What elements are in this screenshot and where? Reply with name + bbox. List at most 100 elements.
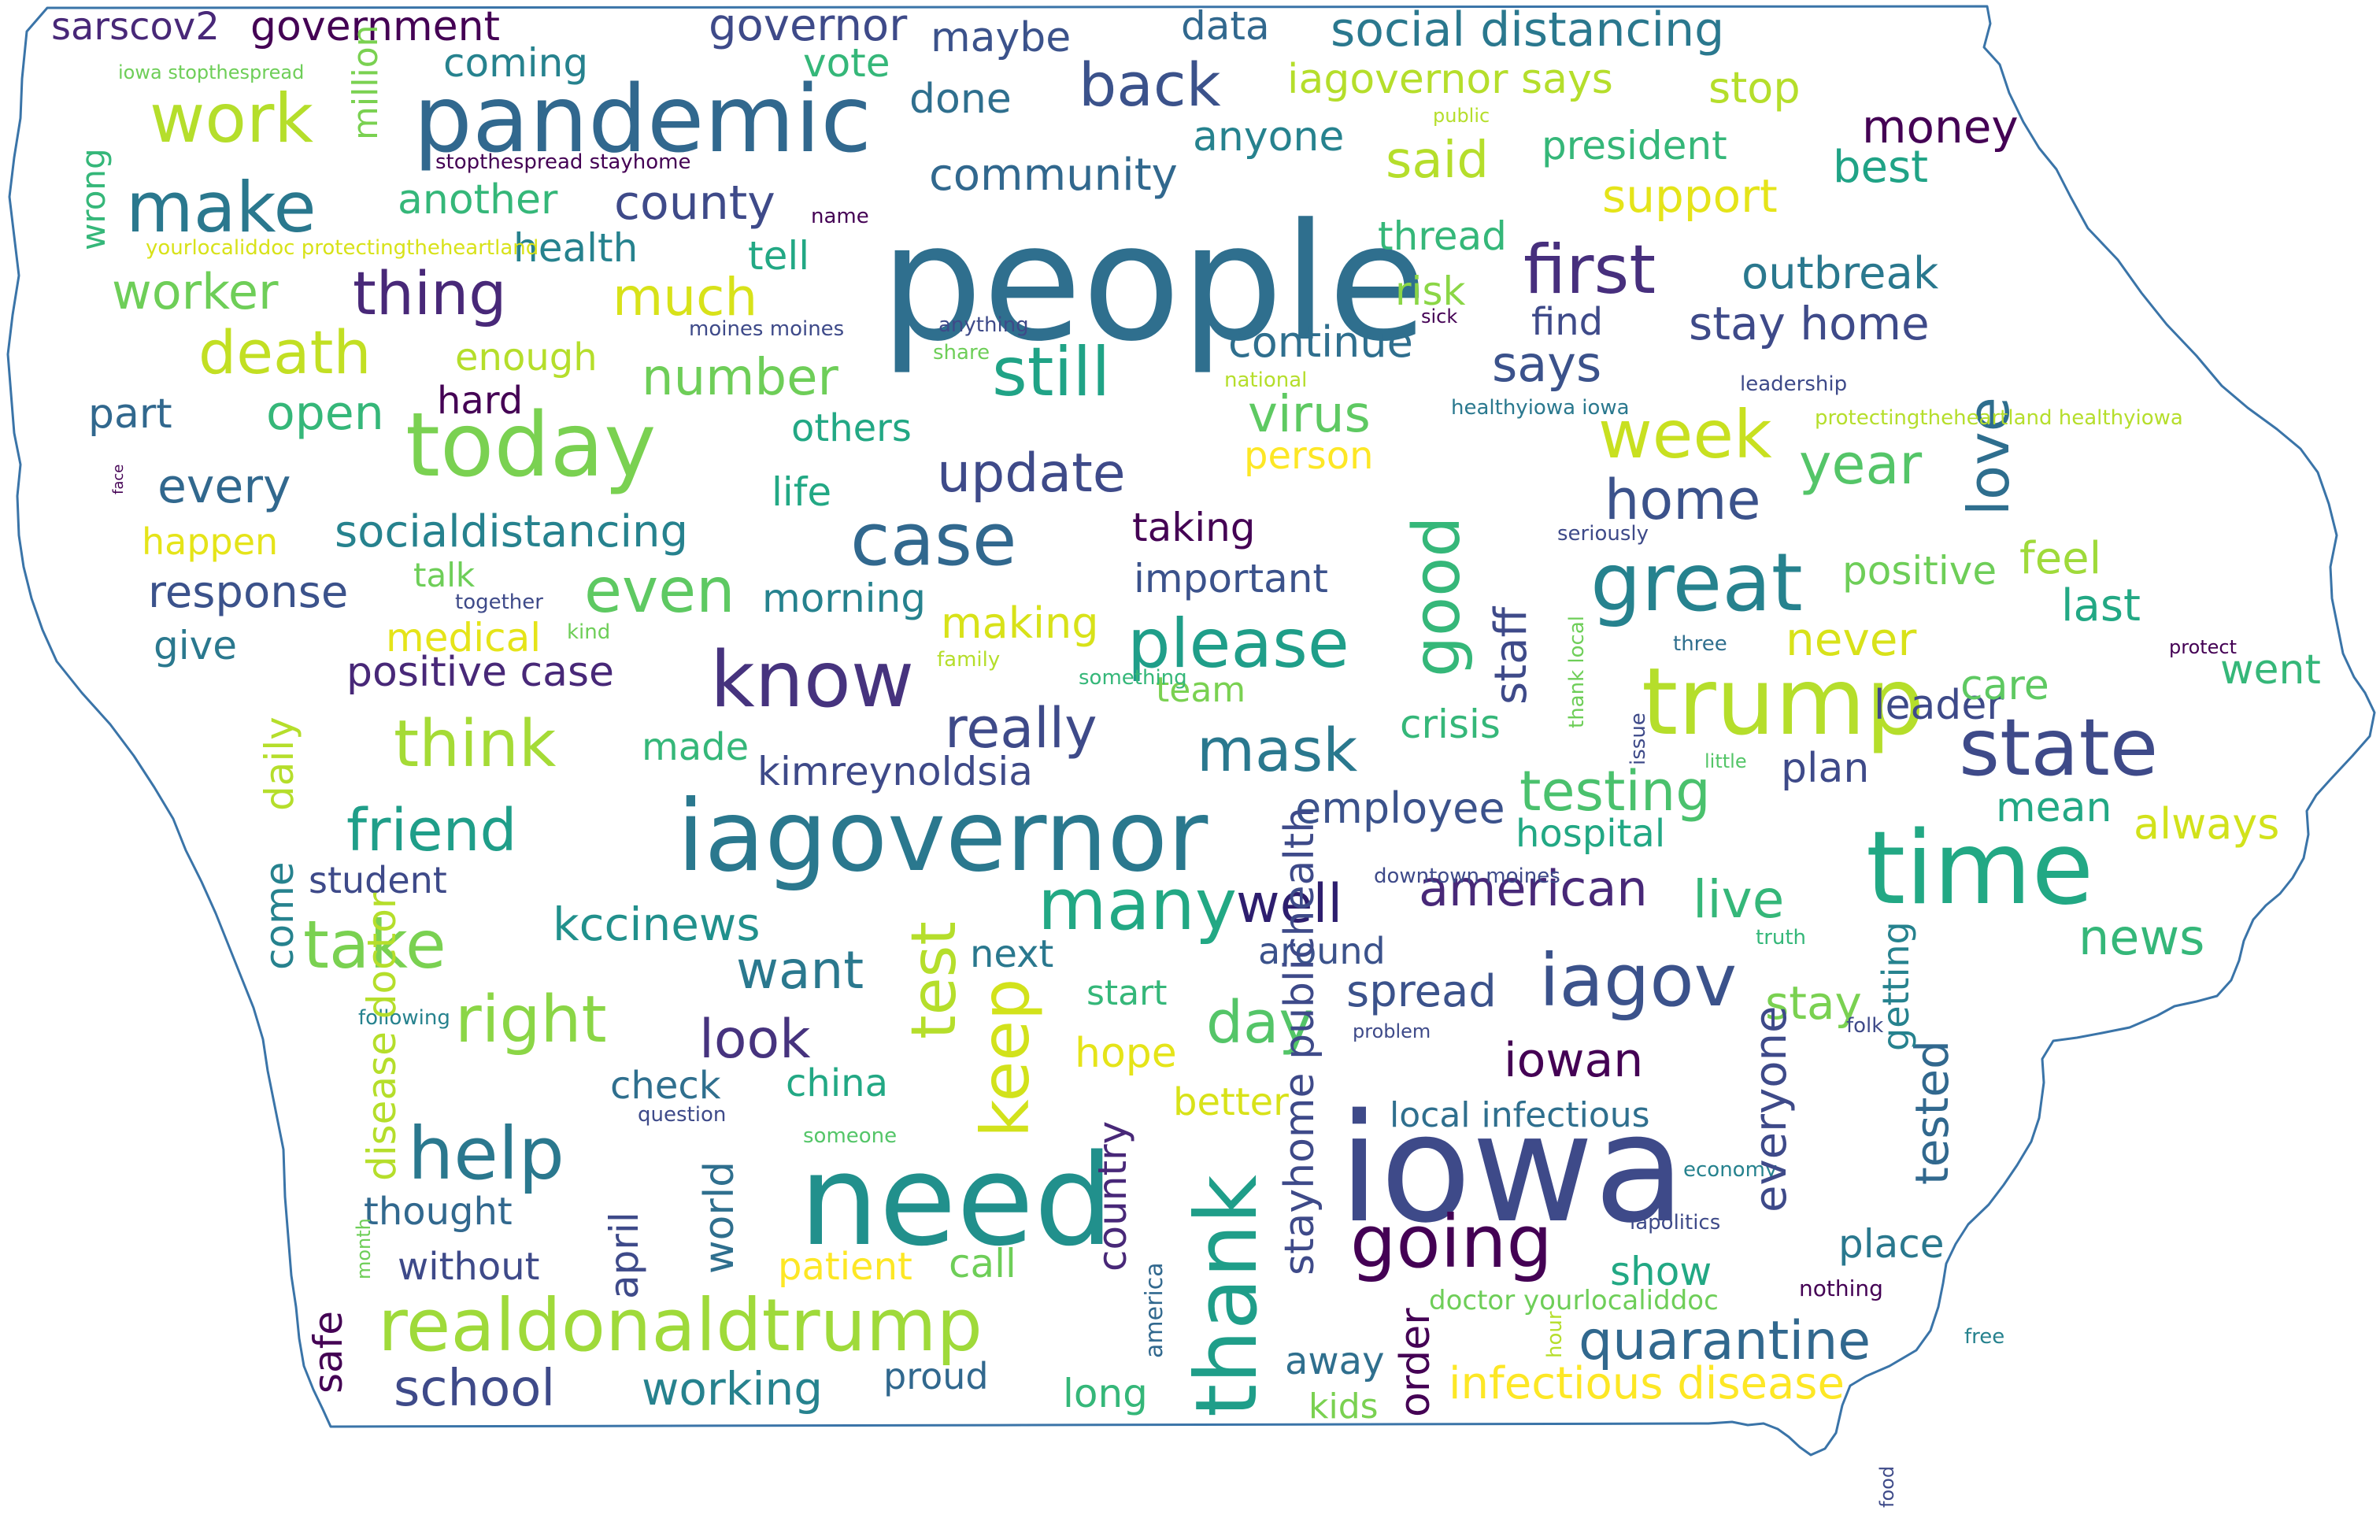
word-others: others [791,406,912,450]
word-place: place [1838,1221,1945,1267]
word-safe: safe [305,1310,351,1394]
word-outbreak: outbreak [1742,248,1939,299]
word-really: really [945,696,1097,761]
word-mean: mean [1996,784,2112,831]
word-hospital: hospital [1516,812,1666,856]
word-news: news [2078,909,2205,966]
word-check: check [610,1064,721,1108]
word-first: first [1523,231,1656,309]
word-trump: trump [1642,647,1925,756]
word-something: something [1079,666,1187,690]
word-response: response [148,567,349,618]
word-three: three [1673,632,1727,656]
word-national: national [1224,368,1308,392]
word-economy: economy [1683,1158,1778,1182]
word-part: part [88,391,172,438]
word-help: help [408,1112,564,1196]
word-school: school [394,1360,556,1418]
word-think: think [394,707,557,782]
word-look: look [699,1009,811,1071]
word-thank-local: thank local [1565,616,1589,728]
word-went: went [2220,646,2321,694]
word-country: country [1090,1120,1135,1272]
word-iowan: iowan [1504,1033,1644,1088]
word-virus: virus [1248,386,1371,444]
word-last: last [2061,580,2141,631]
word-making: making [941,598,1099,648]
word-downtown-moines: downtown moines [1374,864,1560,888]
word-folk: folk [1846,1014,1884,1038]
word-question: question [638,1103,727,1127]
word-maybe: maybe [931,14,1072,61]
word-coming: coming [443,40,589,86]
word-please: please [1127,605,1349,683]
word-leader: leader [1874,682,2004,729]
word-leadership: leadership [1740,372,1848,396]
word-spread: spread [1346,966,1497,1017]
word-back: back [1079,50,1221,120]
word-show: show [1610,1249,1712,1294]
word-pandemic: pandemic [413,65,872,173]
word-getting: getting [1875,921,1917,1051]
word-little: little [1704,750,1747,772]
word-today: today [405,394,657,497]
word-stayhome-publichealth: stayhome publichealth [1276,806,1323,1275]
word-vote: vote [803,40,890,86]
word-life: life [772,469,832,515]
word-community: community [929,150,1178,201]
word-yourlocaliddoc-protectingtheheartland: yourlocaliddoc protectingtheheartland [146,236,539,260]
word-face: face [110,464,127,494]
word-healthyiowa-iowa: healthyiowa iowa [1451,396,1630,420]
word-continue: continue [1228,317,1413,367]
word-share: share [933,341,990,365]
word-worker: worker [112,263,279,320]
word-away: away [1285,1339,1385,1383]
word-feel: feel [2019,533,2102,584]
word-never: never [1786,613,1917,666]
word-public: public [1433,105,1490,127]
word-case: case [850,498,1017,582]
word-nothing: nothing [1799,1275,1883,1301]
word-tell: tell [748,233,810,279]
word-great: great [1590,536,1803,630]
word-iagov: iagov [1539,938,1738,1023]
word-better: better [1173,1080,1289,1124]
word-medical: medical [386,615,542,661]
word-kimreynoldsia: kimreynoldsia [757,749,1033,794]
word-iapolitics: iapolitics [1630,1211,1721,1235]
word-employee: employee [1295,783,1505,833]
word-thread: thread [1378,213,1507,259]
word-realdonaldtrump: realdonaldtrump [378,1283,983,1368]
word-testing: testing [1519,759,1711,824]
word-quarantine: quarantine [1579,1310,1871,1372]
word-friend: friend [346,797,517,864]
word-happen: happen [142,520,279,563]
word-crisis: crisis [1400,702,1501,747]
word-problem: problem [1353,1020,1431,1042]
word-made: made [642,725,750,769]
word-infectious-disease: infectious disease [1449,1358,1845,1409]
word-team: team [1156,670,1246,710]
word-state: state [1959,702,2159,794]
word-hard: hard [437,379,524,423]
word-kccinews: kccinews [553,898,761,951]
word-health: health [513,225,638,271]
word-china: china [786,1061,888,1105]
word-working: working [642,1362,824,1416]
word-seriously: seriously [1557,522,1649,546]
word-morning: morning [762,576,926,621]
word-thank: thank [1178,1175,1276,1417]
word-mask: mask [1197,715,1358,785]
word-start: start [1086,973,1168,1013]
word-person: person [1244,434,1374,478]
word-month: month [353,1218,375,1279]
word-protect: protect [2169,636,2237,658]
word-truth: truth [1756,926,1807,950]
word-someone: someone [803,1124,898,1148]
word-without: without [398,1245,540,1289]
word-daily: daily [257,716,302,811]
word-call: call [949,1241,1016,1286]
word-risk: risk [1395,268,1466,314]
